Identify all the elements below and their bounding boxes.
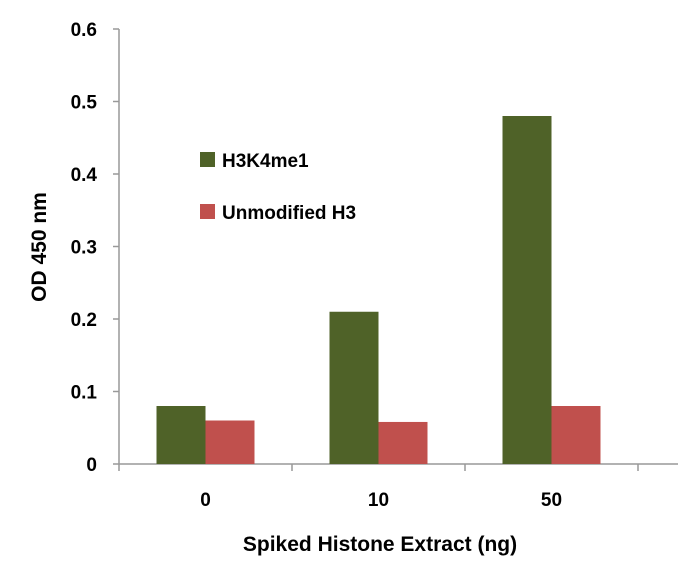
x-tick-label: 10 <box>368 490 389 511</box>
y-tick-label: 0.6 <box>71 20 97 41</box>
bar-unmodified-h3-0 <box>205 420 255 464</box>
y-tick-label: 0.4 <box>71 165 98 186</box>
x-axis-label: Spiked Histone Extract (ng) <box>243 533 517 556</box>
legend-swatch <box>200 204 215 219</box>
bar-h3k4me1-50 <box>502 116 552 464</box>
y-tick-label: 0.2 <box>71 310 97 331</box>
legend-label: Unmodified H3 <box>222 203 356 224</box>
x-tick-label: 50 <box>541 490 562 511</box>
y-tick-label: 0.3 <box>71 238 97 259</box>
y-tick-label: 0 <box>86 455 97 476</box>
legend-swatch <box>200 152 215 167</box>
y-tick-label: 0.5 <box>71 93 98 114</box>
bar-unmodified-h3-10 <box>378 421 428 464</box>
bar-unmodified-h3-50 <box>551 406 601 464</box>
y-axis-label: OD 450 nm <box>28 192 51 302</box>
x-tick-label: 0 <box>200 490 211 511</box>
bar-h3k4me1-0 <box>156 406 206 464</box>
y-tick-label: 0.1 <box>71 383 98 404</box>
bar-h3k4me1-10 <box>329 311 379 464</box>
legend-label: H3K4me1 <box>222 151 309 172</box>
